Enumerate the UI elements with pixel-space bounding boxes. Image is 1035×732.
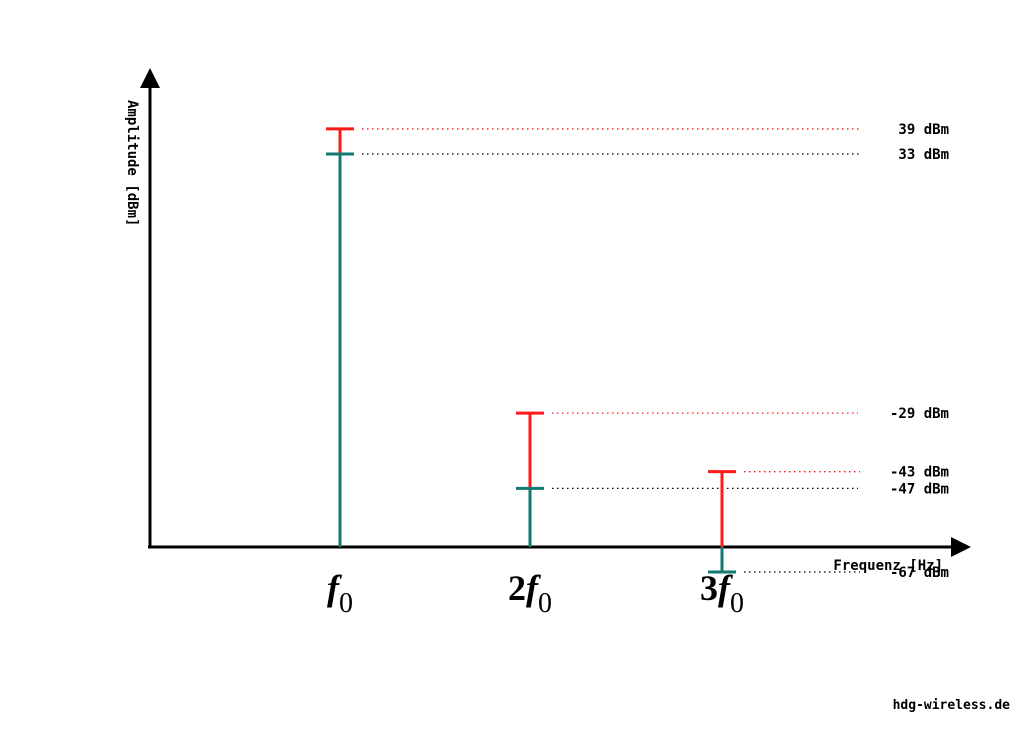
category-label-2: 3f0 [700, 568, 744, 619]
y-axis-arrow-icon [140, 68, 160, 88]
teal-value-label-1: -47 dBm [890, 481, 949, 497]
chart-marks: 39 dBm 33 dBm f0 -29 dBm -47 dBm 2f0 -43 dBm -6… [326, 122, 949, 619]
category-label-1: 2f0 [508, 568, 552, 619]
red-value-label-0: 39 dBm [898, 122, 949, 138]
y-axis-label: Amplitude [dBm] [124, 100, 140, 226]
x-axis-arrow-icon [951, 537, 971, 557]
red-value-label-1: -29 dBm [890, 406, 949, 422]
footer-credit: hdg-wireless.de [893, 698, 1011, 713]
category-label-0: f0 [327, 568, 353, 619]
teal-value-label-0: 33 dBm [898, 147, 949, 163]
teal-value-label-2: -67 dBm [890, 565, 949, 581]
red-value-label-2: -43 dBm [890, 465, 949, 481]
x-axis-label: Frequenz [Hz] [833, 558, 943, 574]
